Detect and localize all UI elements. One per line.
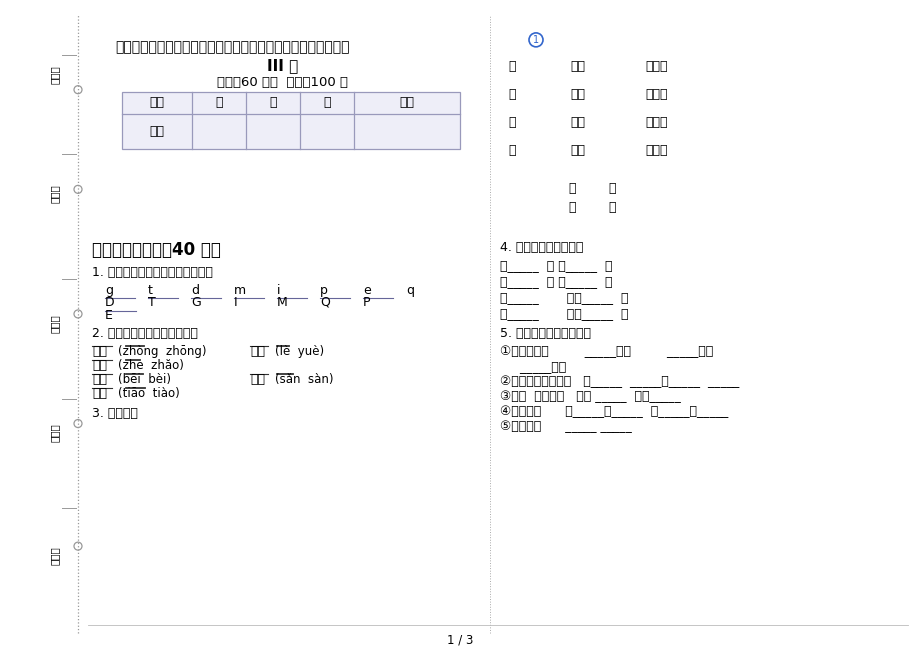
Text: (bēi  bèi): (bēi bèi) [118, 372, 171, 385]
Text: 你_____  对 丁_____  足: 你_____ 对 丁_____ 足 [499, 275, 612, 288]
Circle shape [528, 33, 542, 47]
Text: 5. 我会照样子，填一填。: 5. 我会照样子，填一填。 [499, 327, 590, 340]
Text: 1 / 3: 1 / 3 [447, 634, 472, 647]
Text: E: E [105, 309, 113, 322]
Text: 玩: 玩 [507, 144, 515, 157]
Text: 踢: 踢 [507, 88, 515, 101]
Text: g: g [105, 284, 113, 297]
Text: 背着: 背着 [92, 372, 107, 385]
Text: ④又大又圆      又_____又_____  又_____又_____: ④又大又圆 又_____又_____ 又_____又_____ [499, 404, 728, 417]
Text: 讲: 讲 [507, 60, 515, 73]
Text: ③平安  平平安安   整齐 _____  许多_____: ③平安 平平安安 整齐 _____ 许多_____ [499, 389, 680, 402]
Text: 班级：: 班级： [50, 424, 60, 442]
Text: (zhe  zhăo): (zhe zhăo) [118, 359, 184, 372]
Text: d: d [191, 284, 199, 297]
Text: 考号：: 考号： [50, 65, 60, 84]
Text: 姓名：: 姓名： [50, 314, 60, 333]
Text: I: I [233, 296, 237, 309]
Text: p: p [320, 284, 327, 297]
Circle shape [74, 185, 82, 193]
Text: 2. 给划线字选出正确的读音。: 2. 给划线字选出正确的读音。 [92, 327, 198, 340]
Text: 出: 出 [567, 183, 575, 196]
Text: 看着: 看着 [92, 359, 107, 372]
Text: III 卷: III 卷 [267, 58, 299, 73]
Text: 散步: 散步 [250, 372, 265, 385]
Text: 种树: 种树 [92, 344, 107, 358]
Text: G: G [191, 296, 200, 309]
Text: q: q [405, 284, 414, 297]
Text: m: m [233, 284, 246, 297]
Circle shape [74, 310, 82, 318]
Bar [122, 92, 460, 150]
Text: 论_____       免爪_____  鳥: 论_____ 免爪_____ 鳥 [499, 307, 628, 320]
Text: 音乐: 音乐 [570, 88, 584, 101]
Text: 一: 一 [215, 96, 222, 109]
Text: (tiāo  tiào): (tiāo tiào) [118, 387, 179, 400]
Text: 考场：: 考场： [50, 185, 60, 203]
Text: 日_____       关心_____  也: 日_____ 关心_____ 也 [499, 291, 628, 304]
Text: 碊绿的: 碊绿的 [644, 116, 667, 129]
Text: 1: 1 [532, 35, 539, 45]
Text: 题号: 题号 [149, 96, 165, 109]
Text: (sǎn  sàn): (sǎn sàn) [275, 372, 333, 385]
Text: P: P [363, 296, 370, 309]
Text: 时间：60 分钟  满分：100 分: 时间：60 分钟 满分：100 分 [217, 76, 348, 89]
Text: 挑水: 挑水 [92, 387, 107, 400]
Text: 奇奇的: 奇奇的 [644, 88, 667, 101]
Text: 三: 三 [323, 96, 331, 109]
Text: 4. 连一连，组成新字。: 4. 连一连，组成新字。 [499, 241, 583, 254]
Text: 雪白的: 雪白的 [644, 60, 667, 73]
Text: 入: 入 [607, 202, 615, 214]
Text: e: e [363, 284, 370, 297]
Text: T: T [148, 296, 155, 309]
Text: 游戏: 游戏 [570, 60, 584, 73]
Text: ①（看）报纸         _____足球         _____西瓜: ①（看）报纸 _____足球 _____西瓜 [499, 344, 712, 358]
Text: t: t [148, 284, 153, 297]
Text: (zhòng  zhōng): (zhòng zhōng) [118, 344, 206, 358]
Text: 快乐: 快乐 [250, 344, 265, 358]
Text: 学校：: 学校： [50, 546, 60, 565]
Text: ②马（妈）（妈妈）   见_____  _____交_____  _____: ②马（妈）（妈妈） 见_____ _____交_____ _____ [499, 374, 739, 387]
Text: 小: 小 [567, 202, 575, 214]
Text: 大: 大 [607, 183, 615, 196]
Text: 得分: 得分 [149, 125, 165, 138]
Circle shape [74, 542, 82, 550]
Text: D: D [105, 296, 115, 309]
Text: M: M [277, 296, 288, 309]
Text: 1. 把下列字母的大小写连在一起。: 1. 把下列字母的大小写连在一起。 [92, 266, 212, 279]
Text: 总分: 总分 [399, 96, 414, 109]
Circle shape [74, 419, 82, 428]
Text: (lè  yuè): (lè yuè) [275, 344, 323, 358]
Text: 一、积累与运用（40 分）: 一、积累与运用（40 分） [92, 241, 221, 259]
Circle shape [74, 86, 82, 94]
Text: ⑤雪白雪白      _____ _____: ⑤雪白雪白 _____ _____ [499, 419, 631, 432]
Text: 听: 听 [507, 116, 515, 129]
Text: 【小学语文】一年级下学期小学语文竞赛复习测试期末模拟试卷: 【小学语文】一年级下学期小学语文竞赛复习测试期末模拟试卷 [115, 40, 349, 54]
Text: Q: Q [320, 296, 330, 309]
Text: 故事: 故事 [570, 116, 584, 129]
Text: 木_____  心 才_____  巴: 木_____ 心 才_____ 巴 [499, 259, 612, 272]
Text: 火热的: 火热的 [644, 144, 667, 157]
Text: 足球: 足球 [570, 144, 584, 157]
Text: _____音乐: _____音乐 [499, 359, 565, 372]
Text: 二: 二 [269, 96, 277, 109]
Text: 3. 我会连。: 3. 我会连。 [92, 407, 138, 420]
Text: i: i [277, 284, 280, 297]
